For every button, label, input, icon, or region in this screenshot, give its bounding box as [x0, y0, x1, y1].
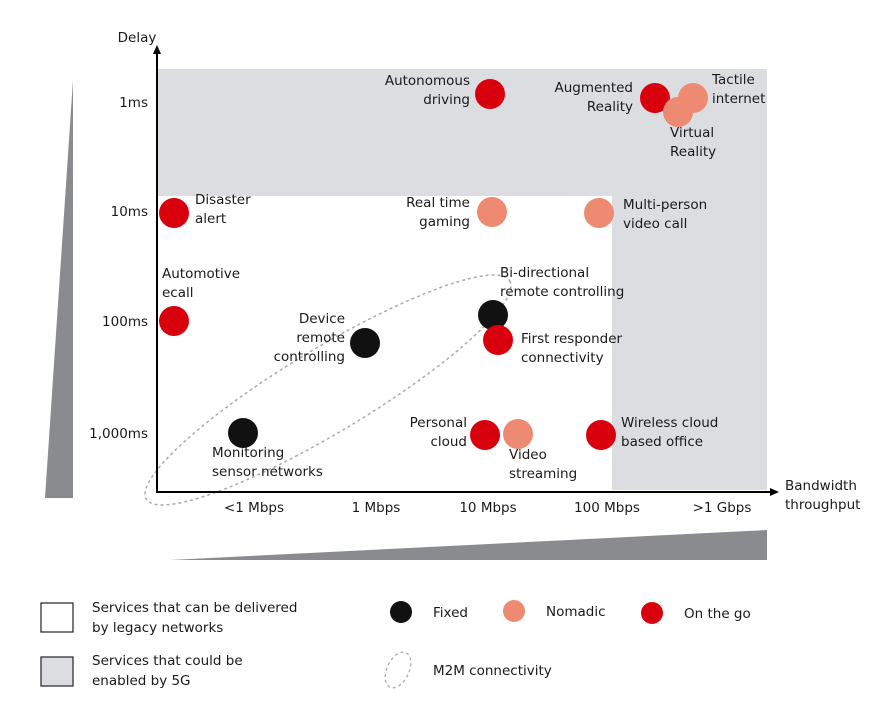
point-label: Real time gaming [406, 195, 470, 230]
point-label-line: Automotive [162, 266, 240, 282]
point-label-line: based office [621, 434, 703, 450]
plot-background [45, 69, 767, 560]
point-label: Device remote controlling [274, 311, 345, 365]
point-label-line: cloud [430, 434, 467, 450]
y-tick-label: 100ms [102, 314, 148, 330]
point-label-line: Personal [410, 415, 467, 431]
y-tick-label: 10ms [111, 204, 148, 220]
point-label-line: Tactile [711, 72, 755, 88]
point-label: Multi-person video call [623, 197, 707, 232]
y-axis-arrow [153, 45, 161, 54]
point-label: Bi-directional remote controlling [500, 265, 624, 300]
point-nomadic [477, 197, 507, 227]
point-label: Tactile internet [711, 72, 765, 107]
point-label: Monitoring sensor networks [212, 445, 323, 480]
bandwidth-wedge [170, 530, 767, 560]
point-label: Video streaming [509, 447, 577, 482]
point-label-line: Bi-directional [500, 265, 589, 281]
point-label-line: Device [299, 311, 345, 327]
legend-5g-label: Services that could be [92, 653, 243, 669]
legend-5g-swatch [40, 656, 74, 687]
point-label-line: Monitoring [212, 445, 284, 461]
point-on-the-go [159, 306, 189, 336]
legend-on-the-go-dot [641, 602, 663, 624]
y-tick-label: 1ms [119, 95, 148, 111]
point-label-line: internet [712, 91, 765, 107]
point-label: Autonomous driving [385, 73, 470, 108]
point-on-the-go [159, 198, 189, 228]
point-label-line: First responder [521, 331, 623, 347]
point-label-line: remote [296, 330, 345, 346]
point-label: Personal cloud [410, 415, 467, 450]
point-fixed [478, 300, 508, 330]
legend: Services that can be delivered by legacy … [40, 600, 751, 689]
legend-on-the-go-label: On the go [684, 606, 751, 622]
x-tick-label: 10 Mbps [459, 500, 516, 516]
point-label-line: connectivity [521, 350, 604, 366]
point-label-line: Autonomous [385, 73, 470, 89]
point-label-line: streaming [509, 466, 577, 482]
m2m-ellipse [144, 274, 512, 506]
y-tick-label: 1,000ms [89, 426, 148, 442]
legend-m2m-label: M2M connectivity [433, 663, 552, 679]
point-fixed [228, 418, 258, 448]
point-label-line: driving [423, 92, 470, 108]
x-tick-label: >1 Gbps [693, 500, 752, 516]
point-label-line: Reality [587, 99, 633, 115]
x-axis-label: throughput [785, 497, 860, 513]
y-axis-label: Delay [118, 30, 157, 46]
point-label-line: ecall [162, 285, 194, 301]
legend-5g-label: enabled by 5G [92, 673, 191, 689]
point-label-line: Real time [406, 195, 470, 211]
point-label: Wireless cloud based office [621, 415, 718, 450]
point-label-line: gaming [419, 214, 470, 230]
point-nomadic [678, 83, 708, 113]
point-label-line: Video [509, 447, 547, 463]
5g-region [158, 69, 767, 490]
point-on-the-go [470, 420, 500, 450]
x-tick-label: 1 Mbps [352, 500, 401, 516]
point-on-the-go [640, 83, 670, 113]
point-label-line: Augmented [554, 80, 633, 96]
point-label-line: Wireless cloud [621, 415, 718, 431]
legend-legacy-label: by legacy networks [92, 620, 223, 636]
point-fixed [350, 328, 380, 358]
point-label: Virtual Reality [670, 125, 716, 160]
point-on-the-go [586, 420, 616, 450]
point-label-line: sensor networks [212, 464, 323, 480]
point-on-the-go [475, 79, 505, 109]
point-nomadic [503, 419, 533, 449]
point-label-line: alert [195, 211, 226, 227]
legend-legacy-swatch [40, 602, 74, 633]
legend-legacy-label: Services that can be delivered [92, 600, 297, 616]
legend-m2m-ellipse [384, 651, 412, 689]
point-label-line: Disaster [195, 192, 251, 208]
x-tick-label: 100 Mbps [574, 500, 640, 516]
x-axis-arrow [770, 488, 779, 496]
point-label-line: remote controlling [500, 284, 624, 300]
point-label: Disaster alert [195, 192, 251, 227]
x-tick-label: <1 Mbps [224, 500, 284, 516]
point-nomadic [584, 198, 614, 228]
delay-wedge [45, 80, 73, 498]
point-label-line: Multi-person [623, 197, 707, 213]
point-on-the-go [483, 325, 513, 355]
legend-fixed-dot [390, 601, 412, 623]
point-label: Augmented Reality [554, 80, 633, 115]
point-label: First responder connectivity [521, 331, 623, 366]
point-label-line: Reality [670, 144, 716, 160]
x-axis-label: Bandwidth [785, 478, 857, 494]
axes: Delay Bandwidth throughput <1 Mbps 1 Mbps 10 … [89, 30, 860, 516]
point-label-line: controlling [274, 349, 345, 365]
point-label: Automotive ecall [162, 266, 240, 301]
point-label-line: video call [623, 216, 687, 232]
legend-nomadic-dot [503, 600, 525, 622]
point-label-line: Virtual [670, 125, 714, 141]
legend-nomadic-label: Nomadic [546, 604, 606, 620]
legend-fixed-label: Fixed [433, 605, 468, 621]
